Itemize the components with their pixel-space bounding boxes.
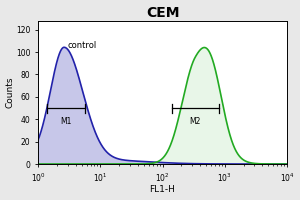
Text: M2: M2: [190, 117, 201, 126]
X-axis label: FL1-H: FL1-H: [150, 185, 175, 194]
Text: M1: M1: [60, 117, 72, 126]
Y-axis label: Counts: Counts: [6, 77, 15, 108]
Text: control: control: [68, 41, 97, 50]
Title: CEM: CEM: [146, 6, 179, 20]
